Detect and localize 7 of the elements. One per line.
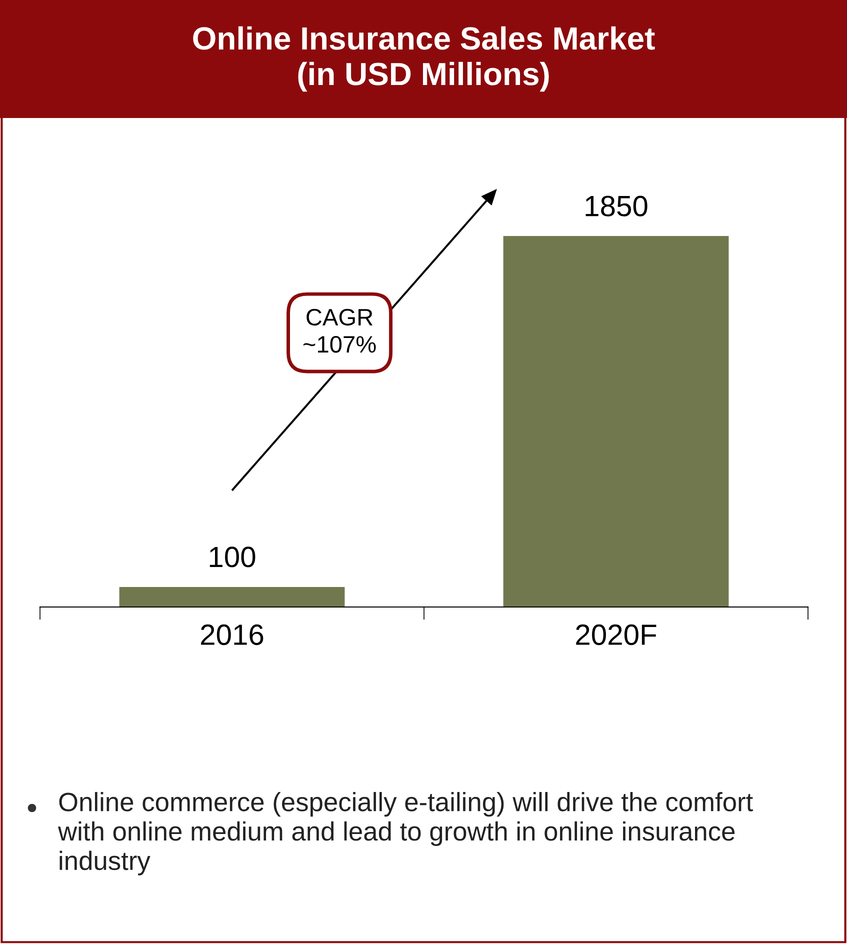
data-label: 100	[210, 546, 256, 568]
x-tick-label: 2016	[201, 624, 264, 646]
x-tick-label: 2020F	[576, 624, 656, 646]
data-label: 1850	[586, 196, 648, 216]
text: Online commerce (especially e-tailing) will drive the comfort with online medium and lead to growth in online insurance industry	[58, 792, 753, 876]
chart-title: Online Insurance Sales Market (in USD Millions)	[193, 26, 655, 92]
annotation: CAGR ~107%	[303, 308, 376, 353]
